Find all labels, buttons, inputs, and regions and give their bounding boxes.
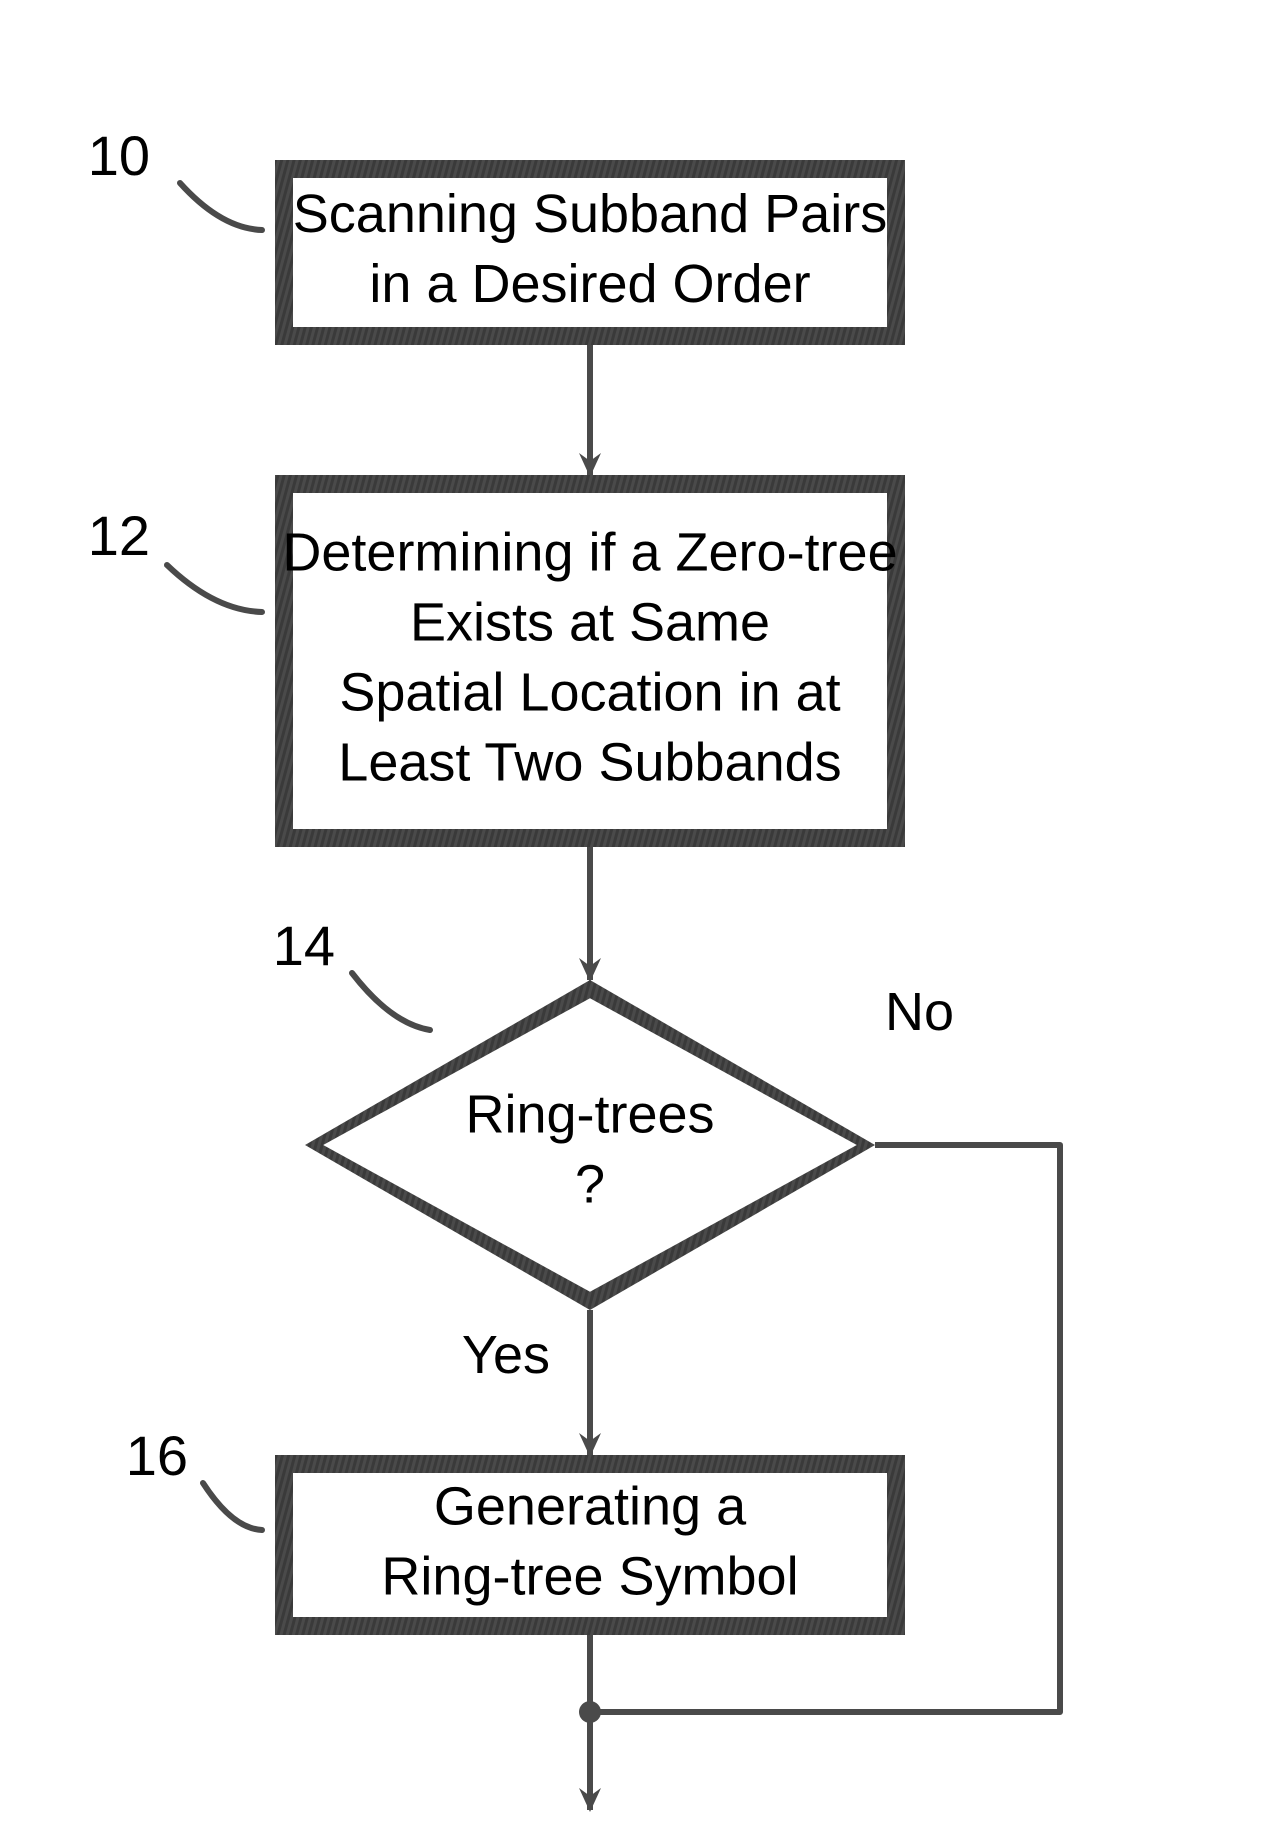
ref-leader-14: [352, 973, 430, 1030]
ref-leader-16: [203, 1483, 262, 1530]
ref-label-12: 12: [88, 504, 150, 567]
node-12-line-1: Exists at Same: [410, 592, 770, 652]
ref-label-14: 14: [273, 914, 335, 977]
node-16-line-1: Ring-tree Symbol: [381, 1546, 798, 1606]
node-12-line-0: Determining if a Zero-tree: [282, 522, 897, 582]
edge-label-no: No: [885, 982, 954, 1042]
node-16-line-0: Generating a: [434, 1476, 747, 1536]
node-14-line-0: Ring-trees: [465, 1084, 714, 1144]
node-12-line-2: Spatial Location in at: [339, 662, 840, 722]
node-14-line-1: ?: [575, 1154, 605, 1214]
node-10-line-0: Scanning Subband Pairs: [293, 184, 887, 244]
ref-label-16: 16: [126, 1424, 188, 1487]
ref-label-10: 10: [88, 124, 150, 187]
ref-leader-12: [167, 565, 262, 612]
merge-junction: [579, 1701, 601, 1723]
ref-leader-10: [180, 183, 262, 230]
flowchart-canvas: Yes No Scanning Subband Pairs in a Desired …: [0, 0, 1263, 1837]
node-12-line-3: Least Two Subbands: [338, 732, 841, 792]
node-10-line-1: in a Desired Order: [369, 254, 810, 314]
edge-label-yes: Yes: [462, 1325, 550, 1385]
